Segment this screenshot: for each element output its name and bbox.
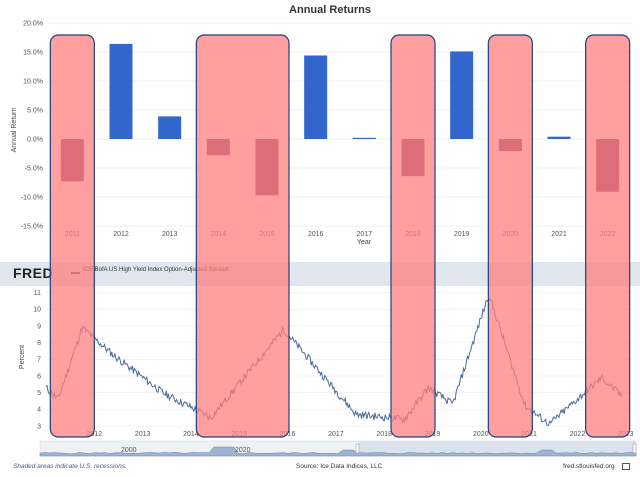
- bar-2017: [352, 137, 376, 140]
- highlight-box-2018: [390, 34, 436, 438]
- bar-x-tick-2021: 2021: [551, 231, 567, 238]
- fred-y-tick-label: 6: [37, 373, 41, 380]
- fred-site-link[interactable]: fred.stlouisfed.org: [563, 463, 615, 470]
- fred-y-tick-label: 9: [37, 323, 41, 330]
- bar-x-tick-2013: 2013: [162, 231, 178, 238]
- fred-x-tick-2020: 2020: [473, 431, 489, 438]
- bar-chart-y-ticks: 20.0% 15.0% 10.0% 5.0% 0.0% -5.0% -10.0% -15.0%: [21, 20, 43, 230]
- fred-x-tick-2013: 2013: [135, 431, 151, 438]
- fred-y-tick-label: 7: [37, 357, 41, 364]
- bar-chart-x-axis-label: Year: [357, 239, 372, 246]
- bar-chart-y-axis-label: Annual Return: [11, 108, 18, 153]
- bar-y-tick-label: 15.0%: [23, 49, 43, 56]
- navigator-left-handle[interactable]: [355, 443, 360, 454]
- bar-2019: [450, 51, 474, 139]
- navigator-label-2020: 2020: [235, 447, 251, 454]
- bar-y-tick-label: 20.0%: [23, 20, 43, 27]
- bar-y-tick-label: -10.0%: [21, 194, 43, 201]
- navigator-label-2000: 2000: [121, 447, 137, 454]
- recession-note: Shaded areas indicate U.S. recessions.: [13, 463, 127, 470]
- fred-x-tick-2014: 2014: [183, 431, 199, 438]
- bar-y-tick-label: -15.0%: [21, 223, 43, 230]
- fred-x-tick-2017: 2017: [328, 431, 344, 438]
- fred-x-tick-2012: 2012: [87, 431, 103, 438]
- fred-y-tick-label: 4: [37, 407, 41, 414]
- fred-y-axis-label: Percent: [19, 345, 26, 369]
- bar-2012: [109, 43, 133, 139]
- fred-x-ticks: 2012201320142015201620172018201920202021…: [87, 431, 634, 438]
- highlight-box-2020: [487, 34, 533, 438]
- navigator-right-handle[interactable]: [632, 443, 637, 454]
- bar-chart-gridlines: [48, 22, 632, 227]
- fullscreen-icon[interactable]: [622, 463, 630, 470]
- fred-y-tick-label: 5: [37, 390, 41, 397]
- fred-y-tick-label: 10: [33, 307, 41, 314]
- bar-2016: [304, 55, 328, 140]
- legend-series-name: ICE BofA US High Yield Index Option-Adju…: [83, 267, 229, 273]
- bar-y-tick-label: -5.0%: [25, 165, 43, 172]
- fred-header-bar: FRED ICE BofA US High Yield Index Option…: [0, 262, 640, 286]
- bar-y-tick-label: 0.0%: [27, 136, 43, 143]
- highlight-box-2011: [49, 34, 95, 438]
- bar-x-tick-2012: 2012: [113, 231, 129, 238]
- highlight-box-2022: [585, 34, 631, 438]
- fred-y-tick-label: 11: [34, 290, 41, 297]
- fred-y-ticks: 11 10 9 8 7 6 5 4 3: [33, 290, 41, 430]
- fred-gridlines: [46, 292, 633, 427]
- fred-x-tick-2018: 2018: [376, 431, 392, 438]
- fred-spread-line: [45, 297, 623, 426]
- source-note: Source: Ice Data Indices, LLC: [296, 463, 383, 470]
- bar-x-tick-2016: 2016: [308, 231, 324, 238]
- bar-x-tick-2019: 2019: [454, 231, 470, 238]
- bar-y-tick-label: 5.0%: [27, 107, 43, 114]
- highlight-box-2014-2015: [195, 34, 290, 438]
- bar-x-tick-2017: 2017: [357, 231, 373, 238]
- bar-2021: [547, 136, 571, 139]
- time-range-navigator[interactable]: 2000 2020: [39, 440, 637, 457]
- bar-chart-title: Annual Returns: [289, 4, 371, 16]
- fred-x-tick-2022: 2022: [570, 431, 586, 438]
- fred-y-tick-label: 8: [37, 340, 41, 347]
- bar-2013: [158, 116, 182, 139]
- year-highlight-boxes: [49, 34, 631, 438]
- fred-y-tick-label: 3: [37, 423, 41, 430]
- bar-y-tick-label: 10.0%: [23, 78, 43, 85]
- fred-logo: FRED: [13, 265, 54, 281]
